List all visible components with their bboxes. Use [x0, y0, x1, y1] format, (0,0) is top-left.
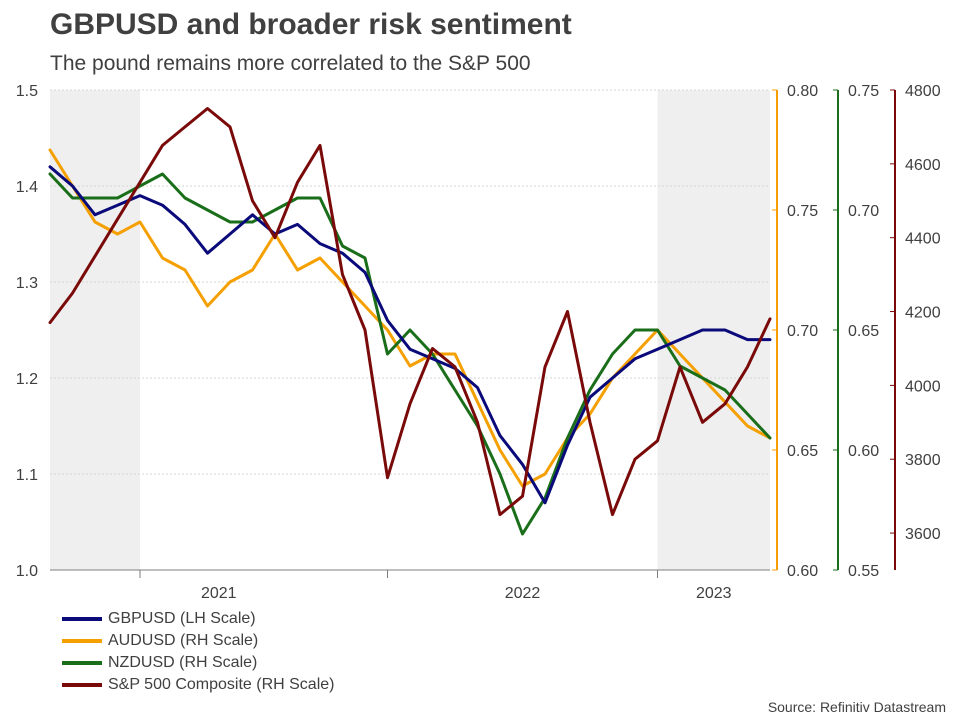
axis-tick-label-aud-0.75: 0.75: [787, 203, 818, 220]
x-tick-label-2021: 2021: [201, 585, 237, 602]
legend-label-audusd: AUDUSD (RH Scale): [108, 632, 259, 649]
series-line-audusd: [48, 148, 772, 488]
chart-subtitle: The pound remains more correlated to the…: [50, 52, 531, 75]
source-note: Source: Refinitiv Datastream: [767, 699, 946, 715]
axis-tick-label-nzd-0.75: 0.75: [848, 83, 879, 100]
left-tick-label-1.1: 1.1: [16, 467, 38, 484]
axis-tick-label-spx-4200: 4200: [905, 305, 941, 322]
series-line-gbpusd: [48, 165, 772, 505]
right-axes: 0.60 0.65 0.70 0.75 0.80 0.55 0.60 0.65 0.70 0.75…: [772, 83, 941, 580]
axis-tick-label-spx-3600: 3600: [905, 526, 941, 543]
x-axis: 2021 2022 2023: [139, 570, 732, 602]
left-tick-label-1.3: 1.3: [16, 275, 38, 292]
legend-item-spx: S&P 500 Composite (RH Scale): [62, 674, 334, 696]
legend-item-gbpusd: GBPUSD (LH Scale): [62, 608, 334, 630]
axis-tick-label-spx-4800: 4800: [905, 83, 941, 100]
left-tick-label-1.0: 1.0: [16, 563, 38, 580]
legend-item-nzdusd: NZDUSD (RH Scale): [62, 652, 334, 674]
axis-tick-label-nzd-0.60: 0.60: [848, 443, 879, 460]
chart-title: GBPUSD and broader risk sentiment: [50, 8, 572, 41]
legend-label-gbpusd: GBPUSD (LH Scale): [108, 610, 256, 627]
axis-tick-label-aud-0.65: 0.65: [787, 443, 818, 460]
series-lines: [48, 107, 772, 536]
shaded-period-0: [50, 90, 140, 570]
legend: GBPUSD (LH Scale) AUDUSD (RH Scale) NZDU…: [62, 608, 334, 696]
axis-tick-label-spx-4000: 4000: [905, 378, 941, 395]
legend-label-nzdusd: NZDUSD (RH Scale): [108, 654, 258, 671]
legend-swatch-audusd: [62, 639, 102, 643]
axis-tick-label-nzd-0.70: 0.70: [848, 203, 879, 220]
axis-tick-label-nzd-0.65: 0.65: [848, 323, 879, 340]
gridlines: [50, 89, 770, 475]
legend-swatch-nzdusd: [62, 661, 102, 665]
x-tick-label-2023: 2023: [696, 585, 732, 602]
series-line-nzdusd: [48, 172, 772, 536]
left-tick-label-1.4: 1.4: [16, 179, 38, 196]
legend-swatch-gbpusd: [62, 617, 102, 621]
x-tick-label-2022: 2022: [505, 585, 541, 602]
left-tick-label-1.2: 1.2: [16, 371, 38, 388]
axis-tick-label-aud-0.70: 0.70: [787, 323, 818, 340]
axis-tick-label-spx-4600: 4600: [905, 157, 941, 174]
axis-tick-label-aud-0.80: 0.80: [787, 83, 818, 100]
legend-item-audusd: AUDUSD (RH Scale): [62, 630, 334, 652]
legend-swatch-spx: [62, 683, 102, 687]
axis-tick-label-aud-0.60: 0.60: [787, 563, 818, 580]
axis-tick-label-spx-3800: 3800: [905, 452, 941, 469]
axis-tick-label-nzd-0.55: 0.55: [848, 563, 879, 580]
left-tick-label-1.5: 1.5: [16, 83, 38, 100]
series-line-sp: [48, 107, 772, 517]
left-axis: 1.0 1.1 1.2 1.3 1.4 1.5: [16, 83, 770, 580]
axis-tick-label-spx-4400: 4400: [905, 231, 941, 248]
legend-label-spx: S&P 500 Composite (RH Scale): [108, 676, 335, 693]
